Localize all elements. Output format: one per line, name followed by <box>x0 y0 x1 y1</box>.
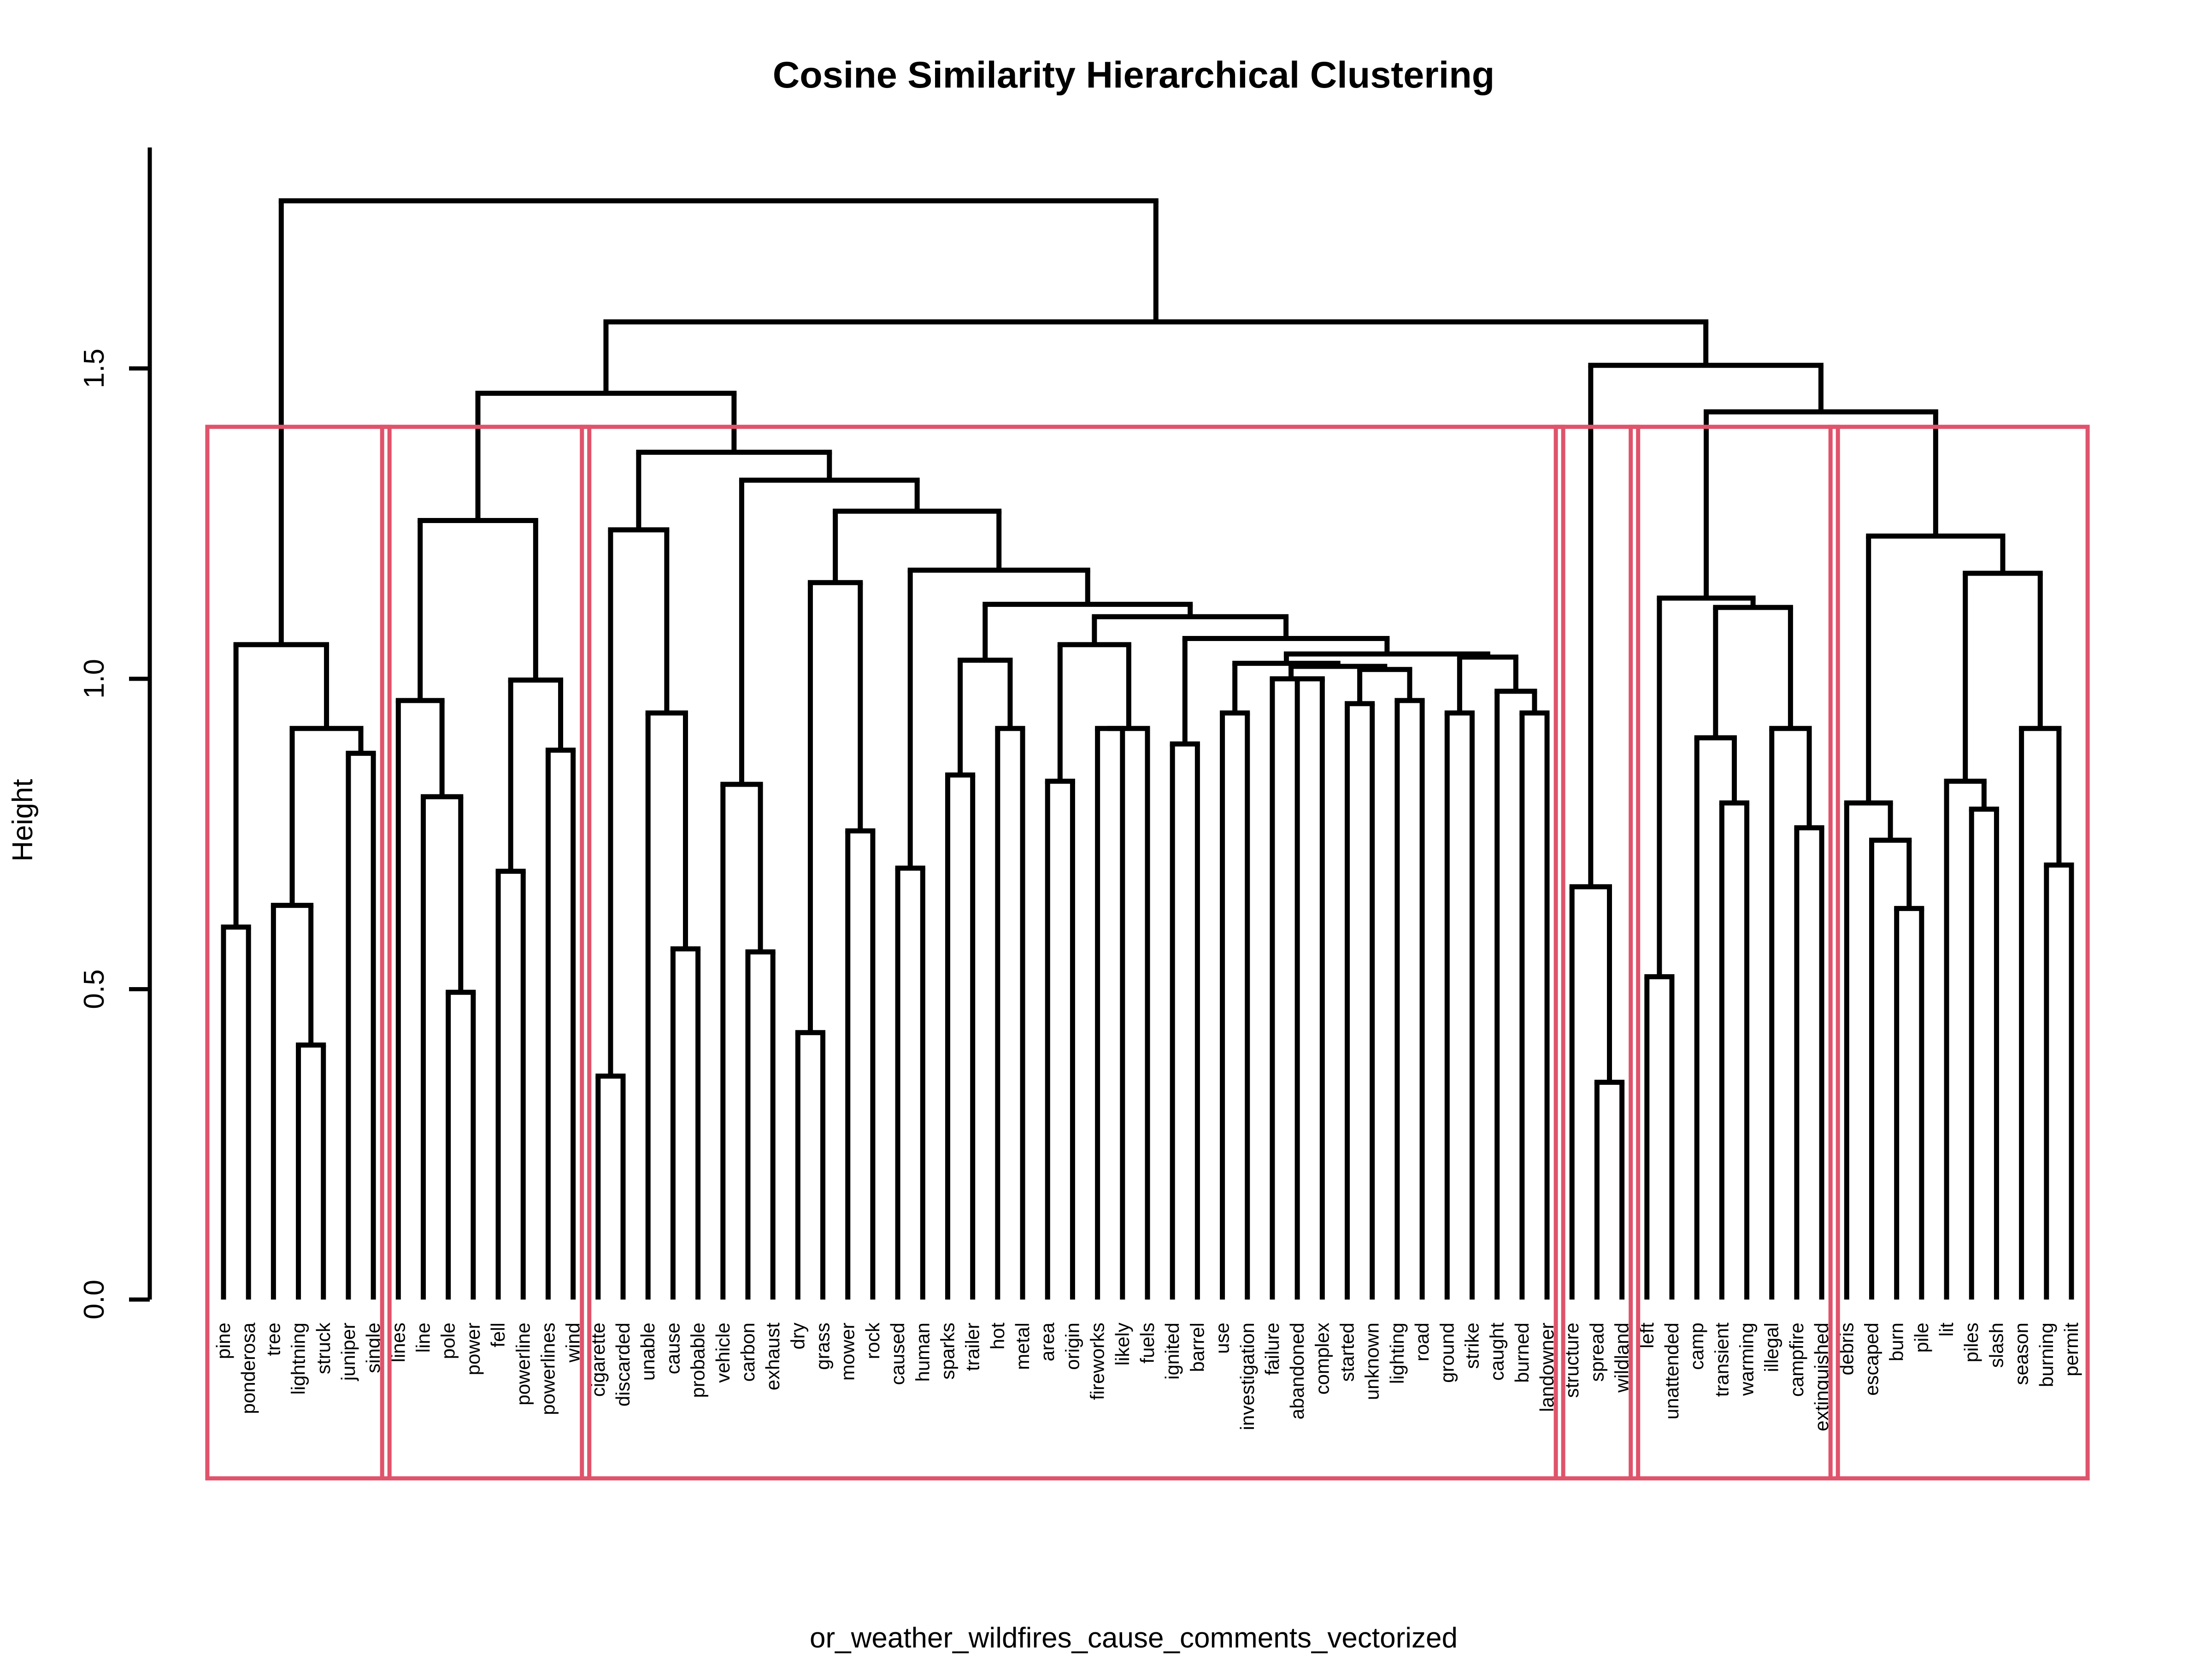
leaf-label: struck <box>312 1322 334 1374</box>
leaf-label: spread <box>1586 1323 1607 1382</box>
dendrogram-tree <box>221 198 2074 1300</box>
leaf-label: caught <box>1486 1323 1508 1381</box>
leaf-label: grass <box>812 1323 834 1370</box>
leaf-label: carbon <box>737 1323 759 1382</box>
cluster-box <box>1828 424 2090 1481</box>
leaf-label: burned <box>1511 1323 1533 1383</box>
cluster-box <box>580 424 1565 1481</box>
x-axis-label: or_weather_wildfires_cause_comments_vect… <box>810 1622 1458 1654</box>
y-tick-label: 0.0 <box>78 1280 110 1319</box>
leaf-label: sparks <box>936 1323 958 1380</box>
leaf-label: transient <box>1711 1323 1732 1397</box>
leaf-label: power <box>462 1323 484 1375</box>
chart-title: Cosine Similarity Hierarchical Clusterin… <box>773 54 1495 96</box>
leaf-label: vehicle <box>712 1323 734 1383</box>
leaf-label: fuels <box>1136 1323 1158 1364</box>
leaf-label: discarded <box>612 1323 634 1406</box>
leaf-label: pole <box>437 1323 459 1359</box>
leaf-label: slash <box>1985 1323 2007 1368</box>
leaf-label: failure <box>1261 1323 1283 1375</box>
leaf-label: campfire <box>1786 1323 1807 1397</box>
cluster-box <box>1629 424 1840 1481</box>
leaf-label: fireworks <box>1087 1323 1108 1400</box>
cluster-boxes <box>205 424 2090 1481</box>
leaf-label: caused <box>887 1323 908 1385</box>
cluster-box <box>205 424 392 1481</box>
leaf-label: escaped <box>1860 1323 1882 1396</box>
leaf-labels: pine ponderosa tree lightning struck juniper s… <box>212 1322 2082 1431</box>
leaf-label: unattended <box>1661 1323 1683 1419</box>
leaf-label: line <box>412 1323 434 1353</box>
leaf-label: started <box>1336 1323 1358 1382</box>
leaf-label: trailer <box>962 1323 983 1371</box>
leaf-label: permit <box>2060 1323 2082 1377</box>
leaf-label: cause <box>662 1323 683 1374</box>
leaf-label: rock <box>862 1322 883 1359</box>
leaf-label: complex <box>1311 1323 1333 1394</box>
leaf-label: season <box>2011 1323 2032 1385</box>
leaf-label: unknown <box>1361 1323 1383 1400</box>
leaf-label: burn <box>1886 1323 1907 1361</box>
y-tick-label: 1.5 <box>78 348 110 388</box>
leaf-label: juniper <box>337 1323 359 1382</box>
leaf-label: ponderosa <box>237 1322 259 1414</box>
leaf-label: ground <box>1436 1323 1458 1383</box>
leaf-label: burning <box>2036 1323 2057 1387</box>
leaf-label: likely <box>1112 1323 1133 1365</box>
leaf-label: tree <box>262 1323 284 1356</box>
leaf-label: use <box>1212 1323 1233 1354</box>
leaf-label: strike <box>1461 1323 1483 1369</box>
leaf-label: pine <box>212 1323 234 1359</box>
leaf-label: ignited <box>1161 1323 1183 1380</box>
leaf-label: probable <box>687 1323 709 1398</box>
leaf-label: powerlines <box>537 1323 559 1415</box>
leaf-label: road <box>1411 1323 1433 1361</box>
y-tick-label: 0.5 <box>78 969 110 1009</box>
leaf-label: origin <box>1061 1323 1083 1370</box>
leaf-label: barrel <box>1186 1323 1208 1372</box>
cluster-box <box>1553 424 1641 1481</box>
leaf-label: mower <box>837 1323 859 1381</box>
leaf-label: metal <box>1012 1323 1033 1370</box>
leaf-label: human <box>912 1323 933 1382</box>
leaf-label: abandoned <box>1286 1323 1308 1419</box>
leaf-label: unable <box>637 1323 659 1381</box>
leaf-label: illegal <box>1761 1323 1783 1372</box>
y-axis: 0.0 0.5 1.0 1.5 <box>78 147 152 1319</box>
leaf-label: investigation <box>1236 1323 1258 1430</box>
leaf-label: lighting <box>1386 1323 1408 1384</box>
leaf-label: camp <box>1686 1323 1707 1370</box>
leaf-label: warming <box>1736 1323 1758 1396</box>
leaf-label: lightning <box>288 1323 309 1394</box>
leaf-label: piles <box>1960 1323 1982 1362</box>
leaf-label: fell <box>487 1323 509 1347</box>
cluster-box <box>380 424 592 1481</box>
y-axis-label: Height <box>7 779 39 861</box>
leaf-label: exhaust <box>762 1323 783 1390</box>
leaf-label: lit <box>1936 1323 1957 1337</box>
leaf-label: hot <box>987 1323 1008 1350</box>
leaf-label: area <box>1036 1322 1058 1361</box>
y-tick-label: 1.0 <box>78 659 110 699</box>
leaf-label: pile <box>1911 1323 1932 1353</box>
leaf-label: dry <box>787 1323 808 1349</box>
leaf-label: powerline <box>512 1323 534 1406</box>
